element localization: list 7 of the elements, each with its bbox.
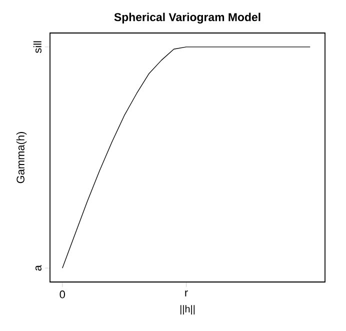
x-axis-title: ||h|| (180, 305, 195, 314)
text: sill (33, 41, 42, 54)
text: a (35, 265, 42, 271)
chart-title: Spherical Variogram Model (114, 12, 260, 24)
x-tick-label: 0 (60, 290, 65, 298)
y-axis-title: Gamma(h) (16, 132, 27, 184)
x-tick-label: r (185, 290, 188, 296)
